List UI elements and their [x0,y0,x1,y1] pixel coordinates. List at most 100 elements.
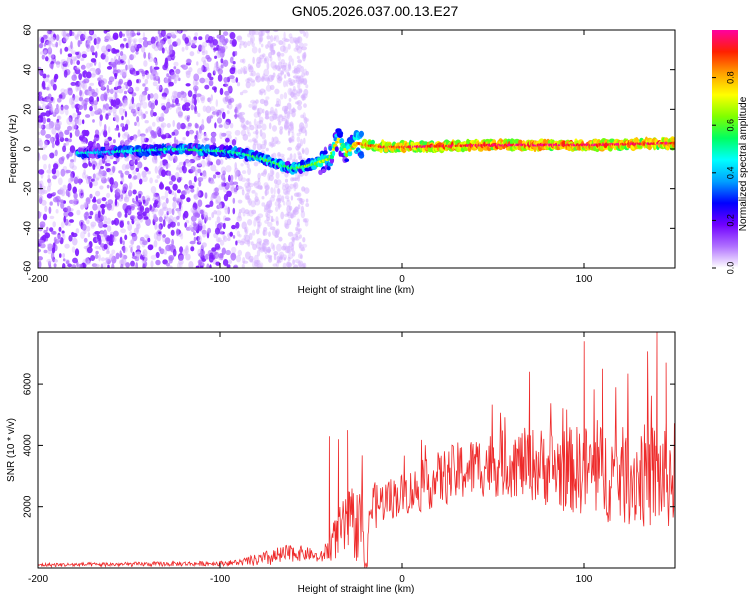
spectrogram-noise-cell [172,183,178,191]
spectrogram-noise-cell [197,99,200,103]
spectrogram-noise-cell [251,46,258,54]
spectrogram-noise-cell [273,37,276,42]
spectrogram-noise-cell [174,97,179,105]
spectrogram-noise-cell [70,81,76,86]
spectrogram-noise-cell [305,122,308,129]
spectrogram-noise-cell [232,235,236,239]
spectrogram-noise-cell [107,264,110,268]
spectrogram-noise-cell [300,205,305,213]
spectrogram-noise-cell [123,196,130,203]
spectrogram-noise-cell [235,221,240,229]
spectrogram-noise-cell [260,143,266,150]
spectrogram-noise-cell [61,230,65,234]
spectrogram-noise-cell [52,110,56,116]
spectrogram-noise-cell [59,253,62,258]
spectrogram-noise-cell [178,254,185,261]
spectrogram-noise-cell [167,35,171,39]
spectrogram-noise-cell [150,130,155,137]
spectrogram-noise-cell [71,264,77,268]
spectrogram-noise-cell [159,181,163,189]
spectrogram-noise-cell [298,234,302,239]
spectrogram-noise-cell [276,116,281,122]
spectrogram-noise-cell [112,32,119,40]
spectrogram-noise-cell [276,194,283,202]
spectrogram-noise-cell [272,125,277,132]
spectrogram-noise-cell [164,77,169,84]
spectrogram-noise-cell [286,102,292,110]
spectrogram-noise-cell [286,211,290,216]
spectrogram-noise-cell [94,51,98,59]
spectrogram-noise-cell [226,264,231,268]
spectrogram-noise-cell [89,193,93,199]
colorbar-tick-label: 0.8 [725,71,735,84]
spectrogram-noise-cell [258,116,264,123]
spectrogram-noise-cell [103,129,108,138]
spectrogram-noise-cell [43,49,48,54]
spectrogram-ridge-cell [334,146,339,153]
spectrogram-noise-cell [138,193,142,199]
spectrogram-noise-cell [86,71,92,79]
spectrogram-noise-cell [50,54,55,59]
spectrogram-noise-cell [160,122,167,128]
spectrogram-noise-cell [236,230,241,237]
spectrogram-noise-cell [83,103,88,111]
x-tick-label: -100 [210,574,230,585]
spectrogram-noise-cell [233,187,238,193]
spectrogram-noise-cell [183,96,188,103]
spectrogram-noise-cell [287,64,292,71]
spectrogram-noise-cell [247,219,253,226]
spectrogram-noise-cell [211,132,217,138]
spectrogram-noise-cell [38,124,44,129]
spectrogram-noise-cell [303,262,307,268]
spectrogram-noise-cell [79,89,82,97]
spectrogram-noise-cell [289,153,293,161]
spectrogram-noise-cell [269,115,275,122]
spectrogram-noise-cell [289,36,295,44]
spectrogram-noise-cell [66,153,70,160]
spectrogram-noise-cell [39,180,44,189]
spectrogram-noise-cell [286,261,292,268]
spectrogram-noise-cell [51,54,56,60]
spectrogram-noise-cell [250,80,256,87]
spectrogram-noise-cell [84,97,90,102]
spectrogram-noise-cell [279,153,285,157]
spectrogram-noise-cell [120,46,124,51]
spectrogram-noise-cell [91,91,98,97]
spectrogram-noise-cell [114,127,120,131]
spectrogram-noise-cell [137,121,140,127]
spectrogram-noise-cell [89,67,96,72]
spectrogram-noise-cell [113,217,120,226]
spectrogram-noise-cell [251,106,256,110]
spectrogram-noise-cell [296,55,300,60]
spectrogram-noise-cell [107,48,111,52]
spectrogram-noise-cell [103,229,107,238]
spectrogram-noise-cell [241,187,244,192]
spectrogram-noise-cell [38,91,42,97]
spectrogram-noise-cell [112,112,117,117]
spectrogram-noise-cell [127,58,131,66]
spectrogram-noise-cell [267,246,271,254]
spectrogram-noise-cell [251,30,256,36]
spectrogram-noise-cell [98,246,102,251]
spectrogram-noise-cell [282,262,287,268]
spectrogram-noise-cell [149,204,152,211]
spectrogram-noise-cell [282,37,288,41]
spectrogram-noise-cell [46,30,50,37]
spectrogram-noise-cell [55,61,61,65]
spectrogram-noise-cell [213,251,220,259]
spectrogram-noise-cell [277,151,281,159]
spectrogram-noise-cell [296,76,300,85]
spectrogram-noise-cell [136,79,139,84]
snr-x-axis-label: Height of straight line (km) [298,584,415,595]
spectrogram-noise-cell [158,209,164,217]
spectrogram-noise-cell [276,243,282,252]
spectrogram-noise-cell [113,160,118,165]
spectrogram-noise-cell [242,58,246,64]
spectrogram-noise-cell [151,43,156,49]
spectrogram-noise-cell [106,66,113,70]
spectrogram-noise-cell [68,177,72,184]
spectrogram-noise-cell [155,259,161,266]
spectrogram-noise-cell [52,231,57,235]
spectrogram-ridge-cell [311,165,317,170]
spectrogram-noise-cell [210,136,216,144]
